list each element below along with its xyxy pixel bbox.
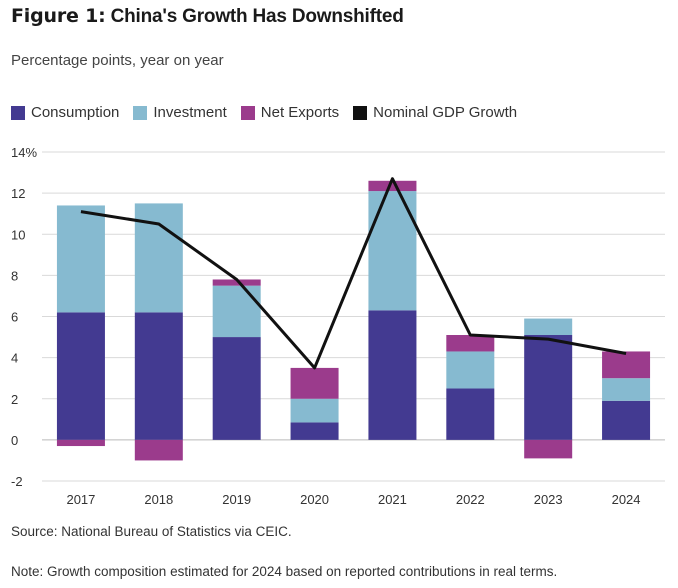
bar-investment [524,318,573,336]
bar-net-exports [446,335,495,352]
nominal-gdp-line [80,177,627,370]
y-tick-label: 8 [11,268,18,283]
legend-label-nominal-gdp: Nominal GDP Growth [373,104,518,121]
bar-investment [134,203,183,313]
footnote: Note: Growth composition estimated for 2… [11,564,558,579]
bar-net-exports [56,439,105,447]
legend-label-consumption: Consumption [31,104,120,121]
y-tick-label: 2 [11,392,18,407]
x-tick-label: 2023 [534,492,563,507]
legend-item-investment: Investment [133,104,227,121]
bar-consumption [56,312,105,440]
bar-investment [212,285,261,338]
x-tick-label: 2020 [300,492,329,507]
bar-consumption [368,310,417,440]
bar-net-exports [524,439,573,459]
legend-item-consumption: Consumption [11,104,119,121]
x-tick-label: 2019 [222,492,251,507]
y-tick-label: 0 [11,433,18,448]
y-tick-label: 6 [11,310,18,325]
bar-consumption [212,337,261,440]
x-tick-label: 2022 [456,492,485,507]
y-tick-label: -2 [11,474,23,489]
bar-consumption [602,400,651,440]
bar-investment [56,205,105,313]
x-tick-label: 2021 [378,492,407,507]
x-tick-label: 2024 [612,492,641,507]
y-tick-label: 10 [11,227,25,242]
legend-swatch-net-exports [240,105,255,120]
chart-title: Figure 1: China's Growth Has Downshifted [11,5,404,28]
y-tick-label: 14% [11,145,37,160]
bar-investment [446,351,495,389]
line-layer [80,177,627,370]
bar-layer [56,180,651,461]
bar-consumption [524,335,573,440]
x-tick-label: 2018 [144,492,173,507]
bar-investment [290,398,339,423]
legend-swatch-investment [133,105,148,120]
y-tick-label: 12 [11,186,25,201]
chart-legend: Consumption Investment Net Exports Nomin… [11,104,531,121]
axis-layer: 14% 12 10 8 6 4 2 0 -2 2017 2018 2019 2020 2021 2022 20… [11,145,641,507]
chart-subtitle: Percentage points, year on year [11,52,224,69]
legend-swatch-nominal-gdp [353,105,368,120]
bar-investment [368,191,417,311]
bar-net-exports [368,180,417,192]
bar-net-exports [602,351,651,379]
legend-label-net-exports: Net Exports [260,104,340,121]
bar-consumption [446,388,495,440]
legend-label-investment: Investment [153,104,227,121]
legend-item-net-exports: Net Exports [240,104,340,121]
bar-net-exports [134,439,183,461]
bar-net-exports [212,279,261,286]
legend-swatch-consumption [11,105,25,120]
bar-net-exports [290,367,339,399]
title-prefix: Figure 1: [11,5,106,27]
legend-item-nominal-gdp: Nominal GDP Growth [353,104,517,121]
source-note: Source: National Bureau of Statistics vi… [11,524,292,539]
x-tick-label: 2017 [66,492,95,507]
bar-consumption [290,422,339,440]
y-tick-label: 4 [11,351,18,366]
title-main: China's Growth Has Downshifted [110,6,404,27]
bar-consumption [134,312,183,440]
bar-investment [602,378,651,401]
stacked-bar-chart: 14% 12 10 8 6 4 2 0 -2 2017 2018 2019 2020 2021 2022 20… [11,145,665,507]
